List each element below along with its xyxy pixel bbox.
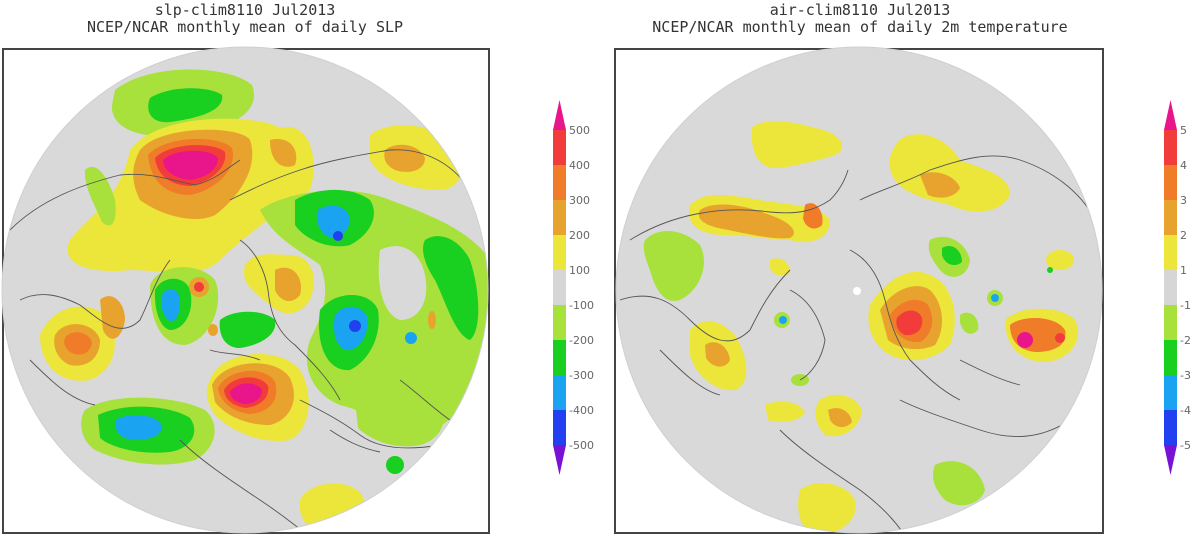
slp-anomaly-negative-region <box>355 390 444 447</box>
colorbar-band <box>553 375 566 411</box>
air-anomaly-positive-region <box>889 134 1010 212</box>
air-anomaly-positive-region <box>896 310 923 336</box>
slp-anomaly-negative-region <box>148 88 223 123</box>
air-anomaly-positive-region <box>828 408 852 428</box>
colorbar-tick-label: 400 <box>569 159 590 172</box>
air-anomaly-positive-region <box>765 401 805 422</box>
air-map-pole <box>853 287 861 295</box>
colorbar-bottom-arrow <box>1164 445 1177 475</box>
slp-anomaly-positive-region <box>299 483 365 533</box>
colorbar-band <box>1164 270 1177 306</box>
colorbar-band <box>1164 340 1177 376</box>
air-anomaly-positive-region <box>751 121 843 169</box>
slp-anomaly-positive-region <box>270 139 297 167</box>
slp-anomaly-negative-region <box>84 166 116 226</box>
colorbar-tick-label: 200 <box>569 229 590 242</box>
air-coastlines <box>619 155 1096 533</box>
air-anomaly-negative-region <box>643 230 704 301</box>
air-title-line1: air-clim8110 Jul2013 <box>769 1 951 19</box>
colorbar-band <box>1164 165 1177 201</box>
slp-colorbar: 500 400 300 200 100 -100 -200 -300 -400 -500 <box>553 100 594 475</box>
air-anomaly-negative-region <box>1047 267 1053 273</box>
slp-anomaly-positive-region <box>163 150 218 180</box>
air-anomaly-positive-region <box>803 203 823 229</box>
colorbar-band <box>553 130 566 166</box>
colorbar-band <box>553 200 566 236</box>
slp-anomaly-positive-region <box>208 324 218 336</box>
slp-anomaly-negative-region <box>423 236 479 340</box>
slp-anomaly-negative-region <box>114 415 163 440</box>
colorbar-band <box>1164 235 1177 271</box>
colorbar-tick-label: 300 <box>569 194 590 207</box>
colorbar-tick-label: -100 <box>569 299 594 312</box>
air-anomaly-positive-region <box>1055 333 1065 343</box>
air-polar-map <box>615 46 1103 534</box>
slp-anomaly-positive-region <box>194 282 204 292</box>
air-anomaly-positive-region <box>1017 332 1033 348</box>
air-anomaly-negative-region <box>779 316 787 324</box>
air-anomaly-positive-region <box>770 258 790 276</box>
colorbar-band <box>553 235 566 271</box>
colorbar-tick-label: -200 <box>569 334 594 347</box>
slp-anomaly-negative-region <box>386 456 404 474</box>
slp-anomaly-negative-region <box>349 320 361 332</box>
colorbar-tick-label: 4 <box>1180 159 1187 172</box>
slp-anomaly-positive-region <box>428 311 436 329</box>
air-title-line2: NCEP/NCAR monthly mean of daily 2m tempe… <box>652 18 1068 36</box>
colorbar-tick-label: 500 <box>569 124 590 137</box>
slp-anomaly-negative-region <box>316 205 350 238</box>
slp-anomaly-negative-region <box>333 231 343 241</box>
colorbar-tick-label: -2 <box>1180 334 1191 347</box>
colorbar-top-arrow <box>1164 100 1177 130</box>
air-anomaly-negative-region <box>942 245 962 266</box>
colorbar-tick-label: -5 <box>1180 439 1191 452</box>
air-anomaly-negative-region <box>960 312 979 334</box>
colorbar-tick-label: -4 <box>1180 404 1191 417</box>
slp-anomaly-positive-region <box>275 267 301 302</box>
air-anomaly-positive-region <box>920 172 960 198</box>
colorbar-bottom-arrow <box>553 445 566 475</box>
slp-anomaly-positive-region <box>64 332 92 355</box>
colorbar-band <box>1164 200 1177 236</box>
slp-title-line2: NCEP/NCAR monthly mean of daily SLP <box>86 18 404 36</box>
air-anomaly-positive-region <box>698 204 794 239</box>
colorbar-band <box>553 410 566 446</box>
slp-anomaly-negative-region <box>405 332 417 344</box>
air-anomaly-negative-region <box>991 294 999 302</box>
colorbar-tick-label: -500 <box>569 439 594 452</box>
colorbar-tick-label: 3 <box>1180 194 1187 207</box>
slp-anomaly-negative-region <box>161 289 180 322</box>
colorbar-band <box>1164 130 1177 166</box>
colorbar-tick-label: 2 <box>1180 229 1187 242</box>
colorbar-tick-label: -400 <box>569 404 594 417</box>
colorbar-tick-label: 100 <box>569 264 590 277</box>
colorbar-band <box>553 305 566 341</box>
air-anomaly-positive-region <box>1046 250 1074 270</box>
colorbar-band <box>553 165 566 201</box>
colorbar-tick-label: -300 <box>569 369 594 382</box>
air-anomaly-positive-region <box>798 483 856 533</box>
slp-anomaly-negative-region <box>219 311 276 348</box>
slp-title-line1: slp-clim8110 Jul2013 <box>154 1 336 19</box>
colorbar-tick-label: -3 <box>1180 369 1191 382</box>
colorbar-tick-label: -1 <box>1180 299 1191 312</box>
slp-anomaly-positive-region <box>230 383 262 404</box>
air-anomaly-negative-region <box>933 461 985 506</box>
air-colorbar: 5 4 3 2 1 -1 -2 -3 -4 -5 <box>1164 100 1191 475</box>
colorbar-band <box>553 340 566 376</box>
slp-anomaly-negative-region <box>378 246 427 320</box>
colorbar-tick-label: 5 <box>1180 124 1187 137</box>
colorbar-top-arrow <box>553 100 566 130</box>
colorbar-band <box>553 270 566 306</box>
colorbar-band <box>1164 305 1177 341</box>
colorbar-tick-label: 1 <box>1180 264 1187 277</box>
air-anomaly-positive-region <box>705 342 730 367</box>
slp-coastlines <box>9 149 488 533</box>
colorbar-band <box>1164 410 1177 446</box>
colorbar-band <box>1164 375 1177 411</box>
slp-polar-map <box>1 46 489 534</box>
